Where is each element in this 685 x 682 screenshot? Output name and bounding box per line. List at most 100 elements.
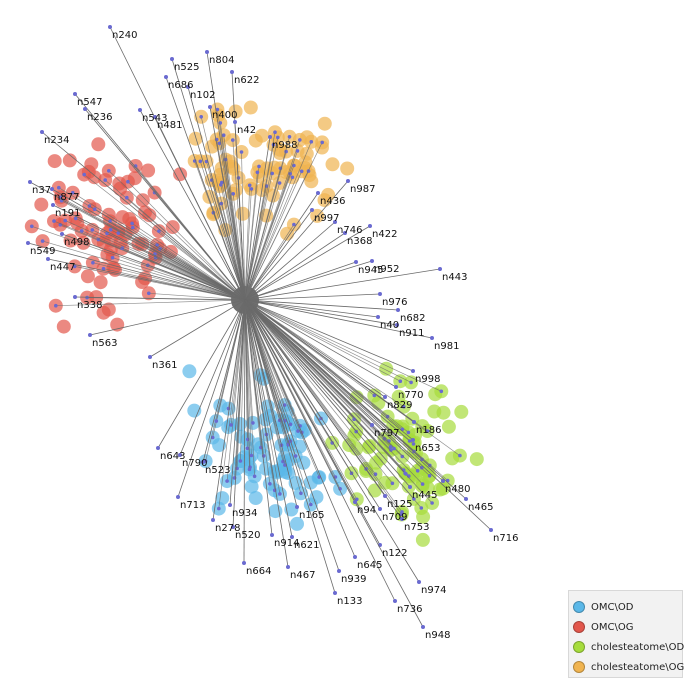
node-label[interactable]: n682 xyxy=(400,313,425,324)
node-label[interactable]: n709 xyxy=(382,512,407,523)
node-label[interactable]: n42 xyxy=(237,125,256,136)
node-label[interactable]: n952 xyxy=(374,264,399,275)
graph-node[interactable] xyxy=(321,187,336,202)
graph-node[interactable] xyxy=(141,163,156,178)
graph-node[interactable] xyxy=(76,235,91,250)
node-label[interactable]: n716 xyxy=(493,533,518,544)
graph-node[interactable] xyxy=(325,157,340,172)
node-label[interactable]: n523 xyxy=(205,465,230,476)
graph-node[interactable] xyxy=(80,269,95,284)
node-label[interactable]: n467 xyxy=(290,570,315,581)
node-label[interactable]: n976 xyxy=(382,297,407,308)
node-label[interactable]: n520 xyxy=(235,530,260,541)
graph-node[interactable] xyxy=(469,452,484,467)
node-label[interactable]: n987 xyxy=(350,184,375,195)
graph-node[interactable] xyxy=(91,137,106,152)
graph-node[interactable] xyxy=(268,504,283,519)
node-label[interactable]: n746 xyxy=(337,225,362,236)
node-label[interactable]: n998 xyxy=(415,374,440,385)
node-label[interactable]: n234 xyxy=(44,135,69,146)
graph-node[interactable] xyxy=(373,451,388,466)
node-label[interactable]: n40 xyxy=(380,320,399,331)
node-label[interactable]: n974 xyxy=(421,585,446,596)
node-label[interactable]: n653 xyxy=(415,443,440,454)
node-label[interactable]: n939 xyxy=(341,574,366,585)
node-label[interactable]: n37 xyxy=(32,185,51,196)
graph-node[interactable] xyxy=(122,212,137,226)
node-label[interactable]: n400 xyxy=(212,110,237,121)
graph-node[interactable] xyxy=(205,139,220,154)
node-label[interactable]: n753 xyxy=(404,522,429,533)
node-label[interactable]: n465 xyxy=(468,502,493,513)
node-label[interactable]: n877 xyxy=(54,192,79,203)
node-label[interactable]: n804 xyxy=(209,55,234,66)
node-label[interactable]: n981 xyxy=(434,341,459,352)
graph-node[interactable] xyxy=(34,197,49,212)
node-label[interactable]: n790 xyxy=(182,458,207,469)
graph-node[interactable] xyxy=(212,438,227,453)
graph-node[interactable] xyxy=(340,161,355,176)
graph-node[interactable] xyxy=(110,317,125,332)
node-label[interactable]: n797 xyxy=(374,428,399,439)
node-label[interactable]: n480 xyxy=(445,484,470,495)
node-label[interactable]: n911 xyxy=(399,328,424,339)
node-label[interactable]: n622 xyxy=(234,75,259,86)
graph-node[interactable] xyxy=(284,502,299,517)
graph-node[interactable] xyxy=(244,479,259,494)
node-label[interactable]: n165 xyxy=(299,510,324,521)
node-label[interactable]: n549 xyxy=(30,246,55,257)
graph-node[interactable] xyxy=(47,154,62,169)
node-label[interactable]: n621 xyxy=(294,540,319,551)
graph-node[interactable] xyxy=(142,208,157,223)
graph-node[interactable] xyxy=(112,176,127,191)
node-label[interactable]: n240 xyxy=(112,30,137,41)
node-label[interactable]: n338 xyxy=(77,300,102,311)
graph-node[interactable] xyxy=(188,131,203,146)
node-label[interactable]: n948 xyxy=(425,630,450,641)
node-label[interactable]: n543 xyxy=(142,113,167,124)
node-label[interactable]: n447 xyxy=(50,262,75,273)
graph-node[interactable] xyxy=(56,319,71,334)
graph-node[interactable] xyxy=(415,532,430,547)
node-label[interactable]: n133 xyxy=(337,596,362,607)
graph-node[interactable] xyxy=(100,247,115,262)
node-label[interactable]: n445 xyxy=(412,490,437,501)
graph-node[interactable] xyxy=(182,364,197,379)
graph-node[interactable] xyxy=(228,104,243,119)
legend-item-cholesteatome-og[interactable]: cholesteatome\OG xyxy=(573,657,684,677)
node-label[interactable]: n997 xyxy=(314,213,339,224)
node-label[interactable]: n498 xyxy=(64,237,89,248)
graph-node[interactable] xyxy=(248,133,263,148)
node-label[interactable]: n945 xyxy=(358,265,383,276)
node-label[interactable]: n278 xyxy=(215,523,240,534)
graph-node[interactable] xyxy=(317,116,332,131)
graph-node[interactable] xyxy=(215,491,230,506)
graph-node[interactable] xyxy=(84,157,99,172)
graph-node[interactable] xyxy=(454,404,469,419)
node-label[interactable]: n645 xyxy=(357,560,382,571)
graph-node[interactable] xyxy=(273,142,288,157)
graph-node[interactable] xyxy=(93,275,108,290)
node-label[interactable]: n125 xyxy=(387,499,412,510)
node-label[interactable]: n368 xyxy=(347,236,372,247)
graph-node[interactable] xyxy=(62,153,77,168)
graph-node[interactable] xyxy=(243,100,258,115)
node-label[interactable]: n122 xyxy=(382,548,407,559)
node-label[interactable]: n770 xyxy=(398,390,423,401)
graph-node[interactable] xyxy=(248,491,263,505)
node-label[interactable]: n934 xyxy=(232,508,257,519)
node-label[interactable]: n481 xyxy=(157,120,182,131)
node-label[interactable]: n361 xyxy=(152,360,177,371)
graph-node[interactable] xyxy=(135,193,150,208)
node-label[interactable]: n236 xyxy=(87,112,112,123)
graph-node[interactable] xyxy=(441,419,456,434)
graph-node[interactable] xyxy=(267,464,281,479)
node-label[interactable]: n436 xyxy=(320,196,345,207)
graph-node[interactable] xyxy=(96,305,111,320)
node-label[interactable]: n664 xyxy=(246,566,271,577)
graph-node[interactable] xyxy=(290,516,304,531)
node-label[interactable]: n686 xyxy=(168,80,193,91)
graph-node[interactable] xyxy=(63,233,78,248)
node-label[interactable]: n988 xyxy=(272,140,297,151)
